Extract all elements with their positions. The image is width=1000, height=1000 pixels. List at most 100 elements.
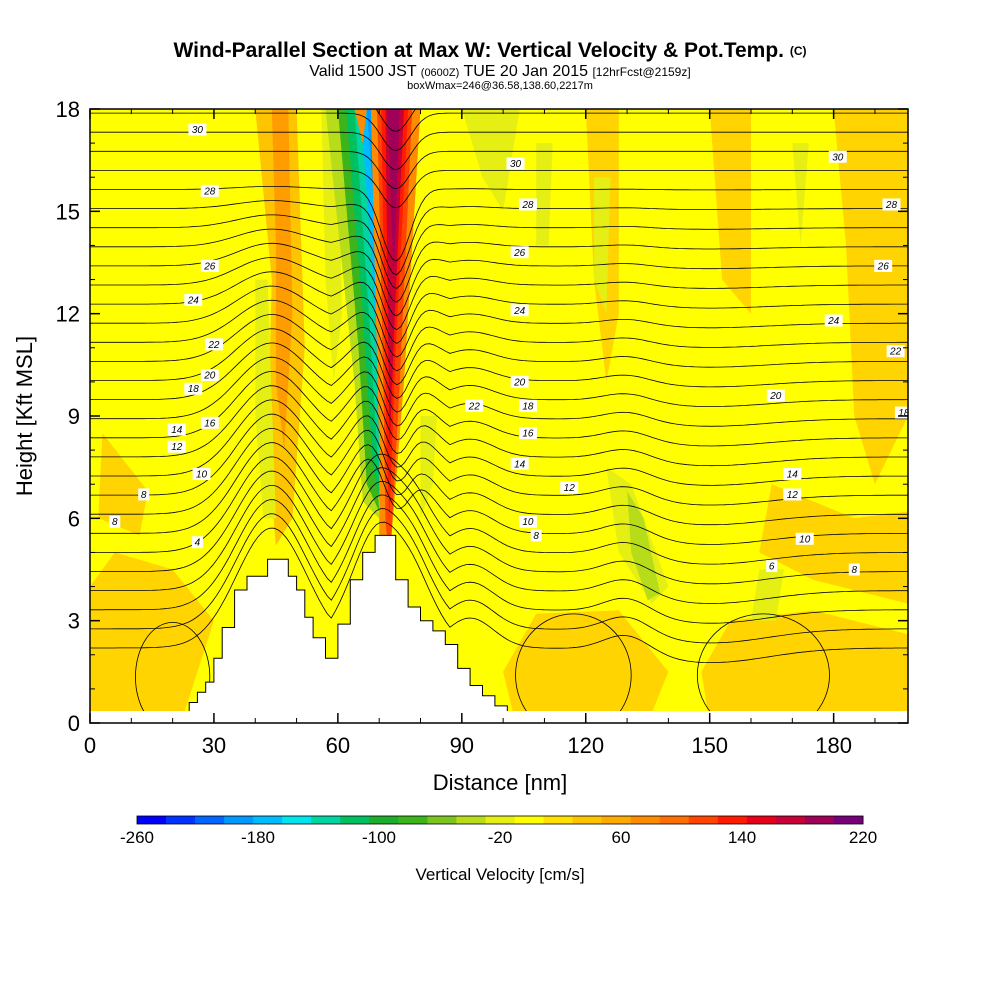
x-tick: 60: [326, 109, 350, 758]
updraft-region: [759, 484, 908, 604]
svg-text:12: 12: [787, 490, 799, 501]
x-tick-label: 30: [202, 733, 226, 758]
colorbar-swatch: [485, 816, 516, 824]
theta-contour-closed: [515, 613, 632, 723]
colorbar-label: Vertical Velocity [cm/s]: [415, 865, 584, 884]
contour-label: 28: [200, 184, 219, 197]
updraft-region: [701, 610, 908, 723]
contour-label: 26: [874, 259, 893, 272]
contour-label: 24: [510, 304, 529, 317]
contour-label: 18: [518, 399, 537, 412]
downdraft-region: [255, 279, 276, 519]
svg-text:6: 6: [769, 562, 775, 573]
svg-text:12: 12: [564, 483, 576, 494]
contour-label: 12: [167, 440, 186, 453]
colorbar-swatch: [630, 816, 661, 824]
colorbar-swatch: [253, 816, 283, 824]
svg-text:18: 18: [898, 408, 910, 419]
colorbar-swatch: [688, 816, 719, 824]
x-tick: 120: [567, 109, 604, 758]
contour-label: 30: [506, 157, 525, 170]
colorbar-swatch: [746, 816, 777, 824]
theta-contour: [90, 467, 908, 585]
svg-text:10: 10: [522, 517, 534, 528]
updraft-core: [385, 109, 404, 451]
theta-contour: [90, 285, 908, 358]
theta-contour: [90, 521, 908, 663]
updraft-region: [709, 109, 751, 314]
contour-label: 22: [465, 399, 484, 412]
y-axis: 0 3 6 9 12 15 18: [56, 97, 908, 736]
theta-contour: [90, 186, 908, 262]
updraft-region: [90, 552, 214, 723]
theta-contour: [90, 371, 908, 447]
x-axis-label: Distance [nm]: [433, 770, 568, 795]
colorbar-swatch: [659, 816, 690, 824]
colorbar-swatch: [398, 816, 428, 824]
contour-label: 10: [192, 467, 211, 480]
colorbar-tick-label: -20: [488, 828, 513, 847]
contour-label: 6: [766, 560, 778, 573]
svg-text:26: 26: [877, 261, 890, 272]
y-tick-label: 9: [68, 404, 80, 429]
colorbar-tick-label: 60: [612, 828, 631, 847]
theta-contour-closed: [135, 621, 211, 723]
svg-text:8: 8: [852, 565, 858, 576]
terrain: [90, 534, 908, 723]
theta-contour: [90, 271, 908, 344]
svg-text:30: 30: [510, 159, 522, 170]
theta-contour: [90, 385, 908, 467]
contour-label: 28: [518, 198, 537, 211]
colorbar-swatch: [514, 816, 545, 824]
downdraft-region: [461, 109, 520, 212]
x-tick-label: 0: [84, 733, 96, 758]
y-tick: 3: [68, 609, 908, 634]
colorbar-swatch: [282, 816, 312, 824]
chart-subtitle-2: boxWmax=246@36.58,138.60,2217m: [407, 80, 593, 92]
contour-label: 4: [191, 536, 203, 549]
colorbar-swatch: [456, 816, 486, 824]
contour-label: 28: [882, 198, 901, 211]
svg-text:16: 16: [522, 429, 534, 440]
contour-label: 26: [200, 259, 219, 272]
svg-text:22: 22: [207, 340, 220, 351]
downdraft-region: [627, 491, 661, 601]
contour-label: 20: [200, 369, 219, 382]
x-tick: 150: [691, 109, 728, 758]
y-tick: 18: [56, 97, 908, 122]
contour-label: 12: [560, 481, 579, 494]
y-tick-label: 3: [68, 609, 80, 634]
contour-label: 24: [184, 294, 203, 307]
colorbar-swatch: [601, 816, 632, 824]
theta-contour: [90, 228, 908, 303]
colorbar: [136, 815, 864, 825]
y-tick: 0: [68, 711, 908, 736]
x-tick: 0: [84, 109, 96, 758]
downdraft-core: [346, 109, 382, 509]
theta-contour: [90, 150, 908, 190]
svg-text:14: 14: [171, 425, 183, 436]
svg-text:10: 10: [799, 534, 811, 545]
contour-label: 14: [510, 457, 529, 470]
theta-contour: [90, 214, 908, 289]
theta-contour: [90, 480, 908, 604]
contour-label: 16: [200, 416, 219, 429]
svg-text:8: 8: [112, 517, 118, 528]
colorbar-swatch: [427, 816, 457, 824]
svg-text:20: 20: [203, 371, 216, 382]
y-axis-label: Height [Kft MSL]: [12, 336, 37, 496]
downdraft-region: [420, 416, 437, 519]
y-tick: 15: [56, 199, 908, 224]
contour-label: 8: [530, 529, 542, 542]
x-tick-label: 90: [450, 733, 474, 758]
theta-contour: [90, 399, 908, 486]
downdraft-region: [536, 143, 553, 246]
contour-label: 30: [828, 150, 847, 163]
theta-contour-closed: [696, 613, 830, 723]
theta-contour: [90, 413, 908, 506]
y-tick: 9: [68, 404, 908, 429]
theta-contour: [90, 257, 908, 331]
colorbar-swatch: [311, 816, 341, 824]
chart-subtitle: Valid 1500 JST (0600Z) TUE 20 Jan 2015 […: [309, 63, 690, 80]
